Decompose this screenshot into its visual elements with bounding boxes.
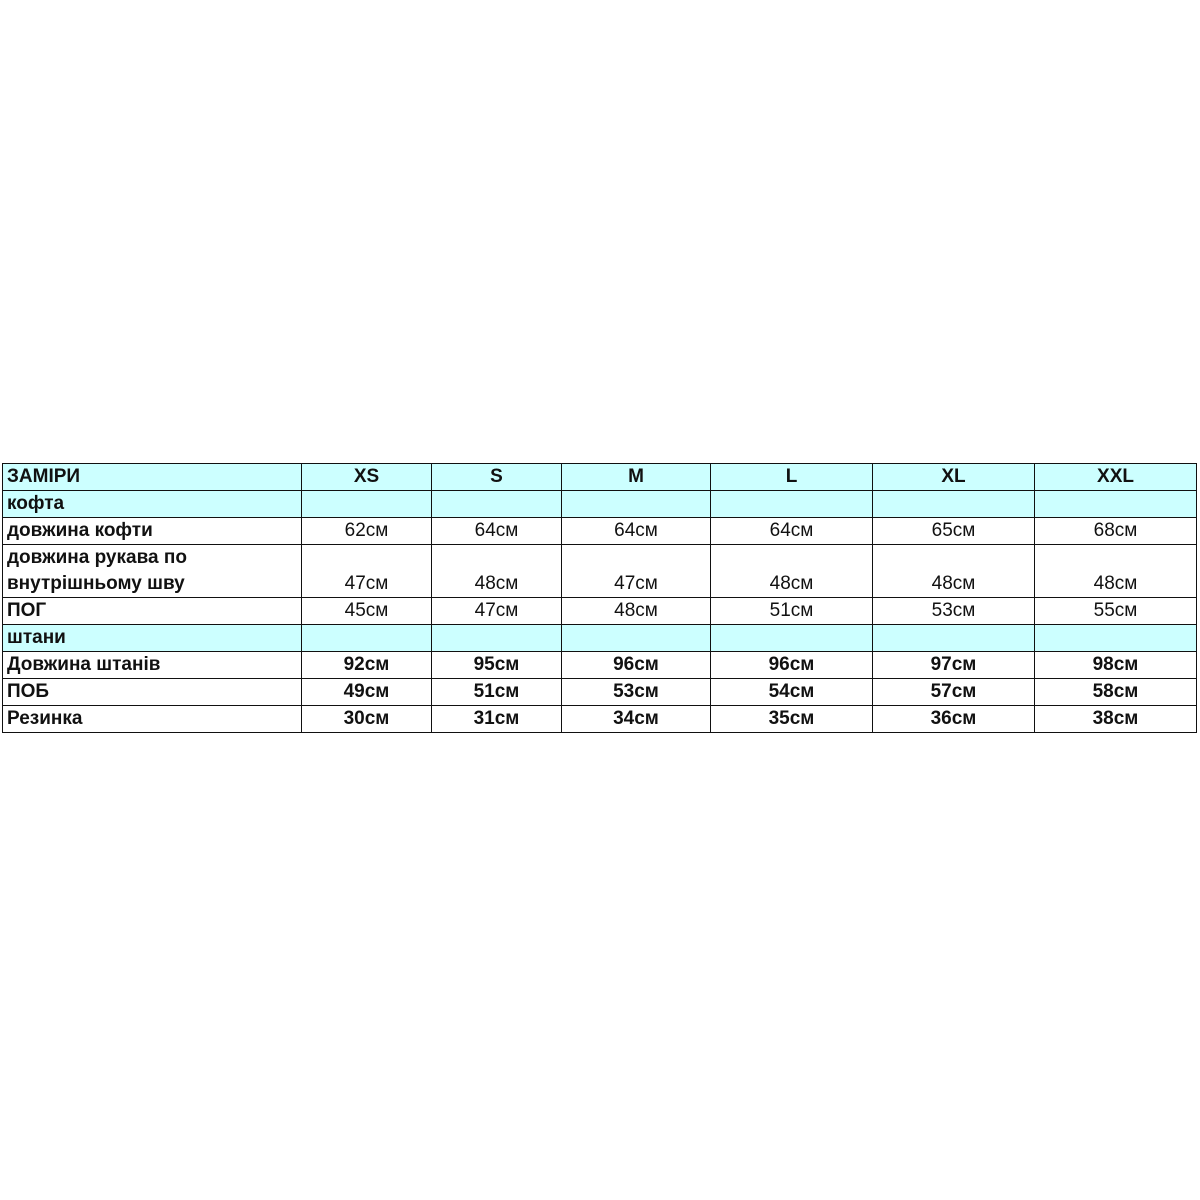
header-cell-size: XL [872, 463, 1035, 491]
measurement-cell: 68см [1034, 517, 1197, 545]
measurement-cell: 34см [561, 705, 711, 733]
measurement-cell: 47см [561, 544, 711, 598]
measurement-cell: 48см [872, 544, 1035, 598]
measurement-cell [431, 490, 562, 518]
table-row: довжина кофти 62см 64см 64см 64см 65см 68см [2, 517, 1197, 545]
measurement-cell: 58см [1034, 678, 1197, 706]
table-row: довжина рукава по внутрішньому шву 47см 48… [2, 544, 1197, 598]
measurement-cell [872, 624, 1035, 652]
measurement-cell [1034, 624, 1197, 652]
row-label: штани [2, 624, 302, 652]
measurement-cell [301, 624, 432, 652]
measurement-cell: 64см [561, 517, 711, 545]
measurement-cell [1034, 490, 1197, 518]
measurement-cell: 49см [301, 678, 432, 706]
header-row: ЗАМІРИ XS S M L XL XXL [2, 463, 1197, 491]
measurement-cell: 48см [1034, 544, 1197, 598]
measurement-cell: 64см [710, 517, 873, 545]
measurement-cell: 53см [872, 597, 1035, 625]
measurement-cell: 45см [301, 597, 432, 625]
row-label: Довжина штанів [2, 651, 302, 679]
measurement-cell: 53см [561, 678, 711, 706]
table-row: ПОГ 45см 47см 48см 51см 53см 55см [2, 597, 1197, 625]
row-label: ПОБ [2, 678, 302, 706]
header-cell-measurements: ЗАМІРИ [2, 463, 302, 491]
measurement-cell: 47см [431, 597, 562, 625]
table-row: Довжина штанів 92см 95см 96см 96см 97см 98см [2, 651, 1197, 679]
measurement-cell: 51см [710, 597, 873, 625]
row-label: Резинка [2, 705, 302, 733]
row-label: довжина кофти [2, 517, 302, 545]
measurement-cell: 38см [1034, 705, 1197, 733]
measurement-cell: 55см [1034, 597, 1197, 625]
measurement-cell: 57см [872, 678, 1035, 706]
measurement-cell: 51см [431, 678, 562, 706]
measurement-cell: 48см [431, 544, 562, 598]
measurement-cell: 36см [872, 705, 1035, 733]
measurement-cell: 47см [301, 544, 432, 598]
header-cell-size: XXL [1034, 463, 1197, 491]
section-row: штани [2, 624, 1197, 652]
measurement-cell: 92см [301, 651, 432, 679]
table-row: Резинка 30см 31см 34см 35см 36см 38см [2, 705, 1197, 733]
row-label: довжина рукава по внутрішньому шву [2, 544, 302, 598]
measurement-cell: 64см [431, 517, 562, 545]
measurement-cell [431, 624, 562, 652]
measurement-cell: 31см [431, 705, 562, 733]
measurement-cell: 96см [561, 651, 711, 679]
measurement-cell [561, 490, 711, 518]
measurement-cell: 48см [710, 544, 873, 598]
measurement-cell [710, 490, 873, 518]
measurement-cell [710, 624, 873, 652]
header-cell-size: S [431, 463, 562, 491]
row-label: ПОГ [2, 597, 302, 625]
size-chart-table: ЗАМІРИ XS S M L XL XXL кофта довжина кофт… [2, 463, 1197, 733]
row-label: кофта [2, 490, 302, 518]
measurement-cell: 48см [561, 597, 711, 625]
header-cell-size: XS [301, 463, 432, 491]
measurement-cell: 96см [710, 651, 873, 679]
measurement-cell: 65см [872, 517, 1035, 545]
measurement-cell: 97см [872, 651, 1035, 679]
measurement-cell: 62см [301, 517, 432, 545]
header-cell-size: M [561, 463, 711, 491]
measurement-cell: 30см [301, 705, 432, 733]
table-row: ПОБ 49см 51см 53см 54см 57см 58см [2, 678, 1197, 706]
section-row: кофта [2, 490, 1197, 518]
measurement-cell: 98см [1034, 651, 1197, 679]
measurement-cell [301, 490, 432, 518]
measurement-cell: 95см [431, 651, 562, 679]
measurement-cell [872, 490, 1035, 518]
measurement-cell [561, 624, 711, 652]
header-cell-size: L [710, 463, 873, 491]
measurement-cell: 54см [710, 678, 873, 706]
measurement-cell: 35см [710, 705, 873, 733]
